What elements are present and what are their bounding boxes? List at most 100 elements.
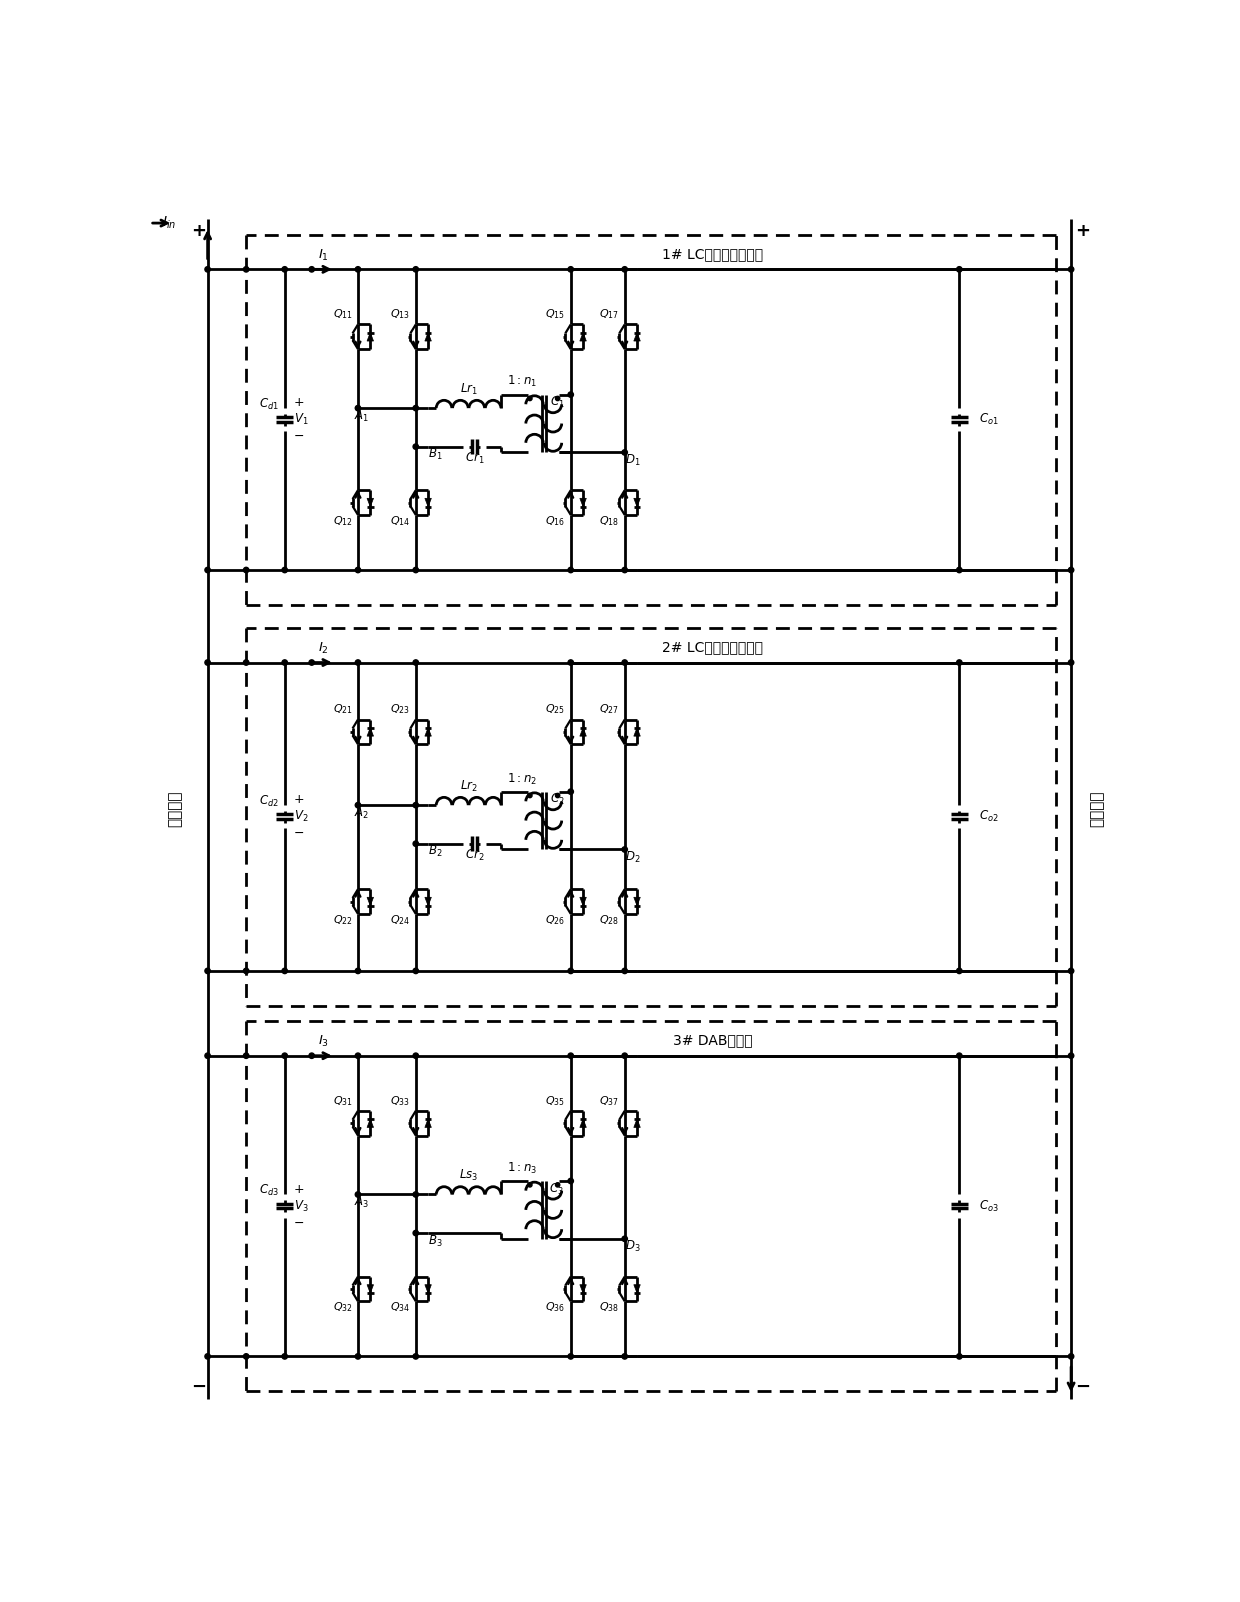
Circle shape <box>413 405 418 410</box>
Polygon shape <box>367 333 373 341</box>
Text: $Q_{32}$: $Q_{32}$ <box>332 1301 352 1314</box>
Text: $Q_{26}$: $Q_{26}$ <box>546 913 565 928</box>
Text: $C_{o1}$: $C_{o1}$ <box>978 412 998 428</box>
Circle shape <box>309 1053 315 1059</box>
Text: +: + <box>191 221 206 240</box>
Text: $Q_{16}$: $Q_{16}$ <box>546 514 565 529</box>
Circle shape <box>309 266 315 272</box>
Text: $B_2$: $B_2$ <box>428 844 443 859</box>
Circle shape <box>413 1354 418 1358</box>
Circle shape <box>205 266 211 272</box>
Circle shape <box>1069 567 1074 572</box>
Polygon shape <box>580 897 587 905</box>
Circle shape <box>556 396 559 400</box>
Polygon shape <box>425 1118 432 1128</box>
Circle shape <box>355 660 361 665</box>
Circle shape <box>413 1230 418 1235</box>
Circle shape <box>568 1354 573 1358</box>
Circle shape <box>1069 1354 1074 1358</box>
Circle shape <box>243 660 249 665</box>
Circle shape <box>956 266 962 272</box>
Circle shape <box>413 1053 418 1059</box>
Circle shape <box>413 660 418 665</box>
Circle shape <box>205 1053 211 1059</box>
Circle shape <box>281 968 288 974</box>
Text: $C_{d1}$: $C_{d1}$ <box>259 397 279 412</box>
Circle shape <box>622 450 627 455</box>
Text: $B_3$: $B_3$ <box>428 1234 443 1248</box>
Circle shape <box>355 803 361 807</box>
Text: +: + <box>294 1182 304 1195</box>
Circle shape <box>309 660 315 665</box>
Circle shape <box>622 847 627 852</box>
Polygon shape <box>425 333 432 341</box>
Text: 中压直流: 中压直流 <box>167 791 182 827</box>
Text: $1:n_2$: $1:n_2$ <box>507 772 537 787</box>
Polygon shape <box>425 1285 432 1293</box>
Circle shape <box>281 567 288 572</box>
Circle shape <box>556 793 559 798</box>
Text: $Lr_2$: $Lr_2$ <box>460 779 477 795</box>
Text: $Q_{17}$: $Q_{17}$ <box>599 308 619 322</box>
Text: $Cr_1$: $Cr_1$ <box>465 452 484 466</box>
Circle shape <box>622 1354 627 1358</box>
Text: $Q_{11}$: $Q_{11}$ <box>332 308 352 322</box>
Circle shape <box>568 660 573 665</box>
Text: $D_1$: $D_1$ <box>625 453 640 468</box>
Polygon shape <box>580 498 587 506</box>
Circle shape <box>243 1354 249 1358</box>
Text: $Q_{21}$: $Q_{21}$ <box>332 703 352 716</box>
Polygon shape <box>580 1118 587 1128</box>
Circle shape <box>355 1192 361 1197</box>
Polygon shape <box>634 1285 640 1293</box>
Circle shape <box>243 567 249 572</box>
Text: $D_2$: $D_2$ <box>625 851 640 865</box>
Text: $Q_{28}$: $Q_{28}$ <box>599 913 619 928</box>
Circle shape <box>528 793 532 798</box>
Circle shape <box>243 968 249 974</box>
Circle shape <box>568 1053 573 1059</box>
Text: $Q_{36}$: $Q_{36}$ <box>546 1301 565 1314</box>
Circle shape <box>622 1053 627 1059</box>
Circle shape <box>281 1053 288 1059</box>
Text: $C_{o2}$: $C_{o2}$ <box>978 809 998 825</box>
Text: $I_2$: $I_2$ <box>317 641 329 657</box>
Text: $Q_{24}$: $Q_{24}$ <box>391 913 410 928</box>
Circle shape <box>281 1354 288 1358</box>
Text: $Cr_2$: $Cr_2$ <box>465 847 484 863</box>
Text: $Q_{14}$: $Q_{14}$ <box>391 514 410 529</box>
Polygon shape <box>634 498 640 506</box>
Polygon shape <box>367 897 373 905</box>
Circle shape <box>355 1053 361 1059</box>
Text: +: + <box>294 793 304 806</box>
Circle shape <box>956 968 962 974</box>
Text: $C_1$: $C_1$ <box>549 396 564 410</box>
Circle shape <box>413 841 418 846</box>
Text: $I_{in}$: $I_{in}$ <box>162 215 176 231</box>
Text: 2# LC串联谐振变换器: 2# LC串联谐振变换器 <box>662 641 763 654</box>
Polygon shape <box>634 727 640 737</box>
Circle shape <box>956 1354 962 1358</box>
Circle shape <box>355 405 361 410</box>
Text: $1:n_3$: $1:n_3$ <box>507 1161 537 1176</box>
Text: $Q_{13}$: $Q_{13}$ <box>391 308 410 322</box>
Polygon shape <box>580 1285 587 1293</box>
Text: −: − <box>294 429 304 444</box>
Text: $C_{o3}$: $C_{o3}$ <box>978 1198 998 1214</box>
Text: $C_{d3}$: $C_{d3}$ <box>259 1184 279 1198</box>
Polygon shape <box>425 727 432 737</box>
Text: $1:n_1$: $1:n_1$ <box>507 375 537 389</box>
Text: 1# LC串联谐振变换器: 1# LC串联谐振变换器 <box>662 247 763 261</box>
Text: $C_3$: $C_3$ <box>549 1182 564 1197</box>
Circle shape <box>1069 266 1074 272</box>
Circle shape <box>1069 968 1074 974</box>
Text: $A_3$: $A_3$ <box>355 1195 370 1210</box>
Circle shape <box>528 1182 532 1187</box>
Circle shape <box>205 1354 211 1358</box>
Circle shape <box>355 968 361 974</box>
Polygon shape <box>580 333 587 341</box>
Circle shape <box>622 660 627 665</box>
Circle shape <box>568 1179 573 1184</box>
Text: $Q_{18}$: $Q_{18}$ <box>599 514 619 529</box>
Text: $V_1$: $V_1$ <box>294 412 309 428</box>
